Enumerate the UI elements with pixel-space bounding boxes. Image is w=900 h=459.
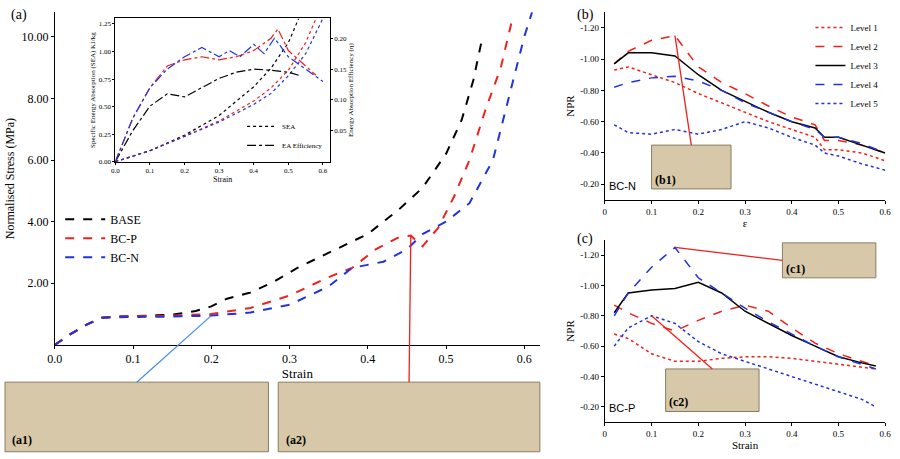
- svg-text:NPR: NPR: [564, 95, 576, 117]
- svg-text:0.1: 0.1: [646, 207, 657, 217]
- svg-text:Energy Absorption Efficiency (: Energy Absorption Efficiency (η): [347, 43, 355, 137]
- svg-text:6.00: 6.00: [27, 153, 48, 167]
- svg-text:0.0: 0.0: [111, 167, 120, 175]
- svg-text:0.0: 0.0: [47, 352, 62, 366]
- svg-text:Normalised Stress (MPa): Normalised Stress (MPa): [3, 118, 17, 239]
- svg-text:Level 1: Level 1: [850, 23, 877, 33]
- svg-text:EA Efficiency: EA Efficiency: [282, 142, 322, 150]
- svg-text:BC-N: BC-N: [609, 180, 636, 192]
- svg-text:1.00: 1.00: [99, 48, 112, 56]
- svg-text:-0.80: -0.80: [580, 311, 599, 321]
- svg-text:0.5: 0.5: [833, 429, 845, 439]
- svg-text:Level 3: Level 3: [850, 61, 878, 71]
- svg-text:-0.60: -0.60: [580, 117, 599, 127]
- svg-text:-1.20: -1.20: [580, 23, 599, 33]
- svg-text:(a2): (a2): [286, 433, 306, 447]
- svg-text:(c2): (c2): [669, 395, 688, 409]
- svg-text:(c1): (c1): [786, 262, 805, 276]
- svg-text:0.1: 0.1: [146, 167, 155, 175]
- svg-text:-0.80: -0.80: [580, 86, 599, 96]
- svg-text:0.2: 0.2: [204, 352, 219, 366]
- svg-text:0.4: 0.4: [786, 429, 798, 439]
- svg-text:BC-P: BC-P: [110, 232, 137, 246]
- svg-text:0.5: 0.5: [284, 167, 293, 175]
- svg-text:0.6: 0.6: [880, 207, 892, 217]
- svg-text:0.6: 0.6: [319, 167, 328, 175]
- svg-text:0.2: 0.2: [180, 167, 189, 175]
- svg-text:8.00: 8.00: [27, 92, 48, 106]
- svg-text:0.25: 0.25: [99, 131, 112, 139]
- svg-text:0.5: 0.5: [439, 352, 454, 366]
- svg-text:0.4: 0.4: [249, 167, 258, 175]
- svg-text:BC-N: BC-N: [110, 251, 139, 265]
- svg-text:-1.20: -1.20: [580, 250, 599, 260]
- svg-text:0.05: 0.05: [334, 127, 347, 135]
- svg-text:0.3: 0.3: [215, 167, 224, 175]
- svg-text:-0.60: -0.60: [580, 341, 599, 351]
- svg-text:Strain: Strain: [732, 439, 759, 451]
- svg-text:Level 2: Level 2: [850, 42, 877, 52]
- svg-text:0.2: 0.2: [693, 207, 704, 217]
- svg-text:0.5: 0.5: [833, 207, 845, 217]
- svg-text:Specific Energy Absorption (SE: Specific Energy Absorption (SEA) KJ/kg: [89, 32, 97, 148]
- svg-text:Level 4: Level 4: [850, 80, 878, 90]
- svg-text:-1.00: -1.00: [580, 54, 599, 64]
- svg-text:-0.40: -0.40: [580, 148, 599, 158]
- svg-text:(b): (b): [577, 7, 594, 23]
- svg-text:-0.20: -0.20: [580, 179, 599, 189]
- svg-text:(a): (a): [11, 7, 27, 23]
- svg-text:ε: ε: [743, 217, 748, 229]
- svg-text:10.00: 10.00: [21, 30, 48, 44]
- svg-text:-0.40: -0.40: [580, 372, 599, 382]
- svg-text:BASE: BASE: [110, 213, 141, 227]
- svg-text:BC-P: BC-P: [609, 402, 635, 414]
- svg-text:0.50: 0.50: [99, 103, 112, 111]
- svg-text:0: 0: [603, 429, 608, 439]
- svg-text:0.10: 0.10: [334, 96, 347, 104]
- svg-text:0.20: 0.20: [334, 35, 347, 43]
- svg-text:0.00: 0.00: [99, 158, 112, 166]
- svg-text:SEA: SEA: [282, 123, 295, 131]
- svg-text:4.00: 4.00: [27, 215, 48, 229]
- svg-text:0.15: 0.15: [334, 66, 347, 74]
- svg-text:(a1): (a1): [12, 433, 32, 447]
- svg-text:(b1): (b1): [655, 173, 676, 187]
- svg-text:-0.20: -0.20: [580, 402, 599, 412]
- svg-text:Strain: Strain: [213, 175, 232, 184]
- svg-text:-1.00: -1.00: [580, 281, 599, 291]
- svg-text:0.2: 0.2: [693, 429, 704, 439]
- svg-text:0.3: 0.3: [739, 429, 751, 439]
- svg-text:0.6: 0.6: [880, 429, 892, 439]
- svg-text:0.1: 0.1: [126, 352, 141, 366]
- svg-text:NPR: NPR: [564, 320, 576, 342]
- svg-text:0: 0: [603, 207, 608, 217]
- svg-text:0.3: 0.3: [282, 352, 297, 366]
- svg-text:0.6: 0.6: [517, 352, 532, 366]
- svg-text:0.75: 0.75: [99, 76, 112, 84]
- svg-text:2.00: 2.00: [27, 276, 48, 290]
- svg-text:Strain: Strain: [282, 366, 314, 381]
- svg-text:Level 5: Level 5: [850, 99, 878, 109]
- svg-text:(c): (c): [577, 231, 593, 247]
- svg-text:0.4: 0.4: [360, 352, 375, 366]
- svg-text:1.25: 1.25: [99, 20, 112, 28]
- svg-text:0.1: 0.1: [646, 429, 657, 439]
- svg-text:0.3: 0.3: [739, 207, 751, 217]
- svg-text:0.4: 0.4: [786, 207, 798, 217]
